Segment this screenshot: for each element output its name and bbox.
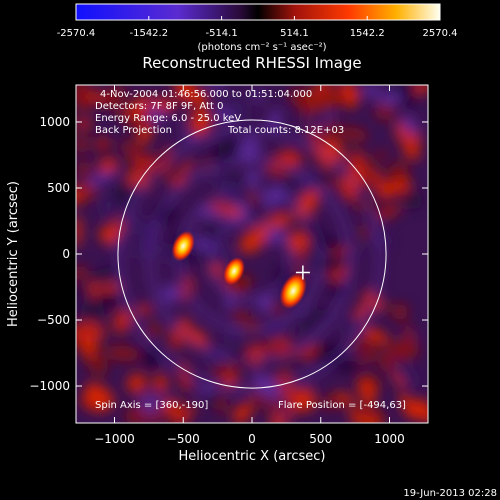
y-tick-label: 0 xyxy=(62,247,70,261)
time-range-text: 4-Nov-2004 01:46:56.000 to 01:51:04.000 xyxy=(100,89,312,100)
x-axis-label: Heliocentric X (arcsec) xyxy=(179,449,326,464)
y-axis-label: Heliocentric Y (arcsec) xyxy=(6,181,21,327)
colorbar-unit-label: (photons cm⁻² s⁻¹ asec⁻²) xyxy=(197,42,326,53)
bright-source xyxy=(171,230,195,262)
colorbar-tick-label: -514.1 xyxy=(205,28,237,39)
x-tick-label: 1000 xyxy=(374,432,405,446)
spin-axis-text: Spin Axis = [360,-190] xyxy=(95,400,208,411)
flare-position-text: Flare Position = [-494,63] xyxy=(278,400,406,411)
x-tick-label: 500 xyxy=(309,432,332,446)
colorbar-ticks: -2570.4 -1542.2 -514.1 514.1 1542.2 2570.4 xyxy=(57,16,458,39)
energy-range-text: Energy Range: 6.0 - 25.0 keV xyxy=(95,113,241,124)
colorbar-tick-label: -1542.2 xyxy=(129,28,168,39)
y-tick-label: 1000 xyxy=(39,115,70,129)
colorbar xyxy=(75,3,441,21)
detectors-text: Detectors: 7F 8F 9F, Att 0 xyxy=(95,101,223,112)
timestamp: 19-Jun-2013 02:28 xyxy=(403,488,497,499)
axis-ticks: −1000 −500 0 500 1000 −1000 −500 0 500 1000 xyxy=(29,85,428,446)
bright-source xyxy=(223,257,245,286)
bright-source xyxy=(279,273,307,309)
x-tick-label: −1000 xyxy=(94,432,135,446)
y-tick-label: −1000 xyxy=(29,379,70,393)
spin-axis-cross-marker xyxy=(295,265,310,280)
total-counts-text: Total counts: 8.12E+03 xyxy=(227,125,344,136)
y-tick-label: 500 xyxy=(47,181,70,195)
reconstructed-image xyxy=(76,85,428,423)
colorbar-tick-label: 2570.4 xyxy=(423,28,458,39)
x-tick-label: −500 xyxy=(167,432,200,446)
y-tick-label: −500 xyxy=(37,313,70,327)
colorbar-tick-label: 514.1 xyxy=(280,28,309,39)
colorbar-tick-label: 1542.2 xyxy=(350,28,385,39)
x-tick-label: 0 xyxy=(248,432,256,446)
solar-limb-circle xyxy=(117,119,387,389)
method-text: Back Projection xyxy=(95,125,172,136)
plot-title: Reconstructed RHESSI Image xyxy=(142,54,361,72)
colorbar-tick-label: -2570.4 xyxy=(57,28,96,39)
